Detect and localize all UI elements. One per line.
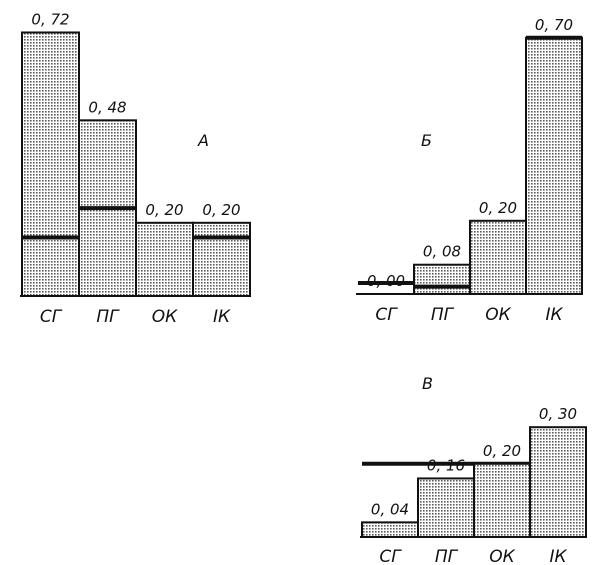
bar-ПГ [417, 477, 475, 539]
bar-IК [525, 36, 583, 296]
panel-1: А 0, 72 СГ 0, 48 ПГ 0, 20 ОК 0, 20 IК [20, 10, 251, 327]
data-label: 0, 20 [483, 442, 521, 460]
bar-IК [529, 426, 587, 539]
category-label: СГ [375, 305, 398, 325]
category-label: СГ [379, 547, 402, 565]
data-label: 0, 20 [145, 201, 183, 219]
bar-IК [192, 221, 251, 297]
category-label: ПГ [96, 307, 120, 327]
category-label: ОК [485, 305, 511, 325]
panel-title: А [197, 131, 209, 150]
panel-2: Б 0, 00 СГ 0, 08 ПГ 0, 20 ОК 0, 70 IК [356, 16, 583, 325]
chart-panels: А 0, 72 СГ 0, 48 ПГ 0, 20 ОК 0, 20 IК Б 0, 00 СГ 0, … [20, 10, 587, 565]
panel-3: В 0, 04 СГ 0, 16 ПГ 0, 20 ОК 0, 30 IК [360, 374, 587, 565]
data-label: 0, 00 [367, 272, 405, 290]
category-label: СГ [40, 307, 63, 327]
bar-ПГ [413, 263, 471, 296]
bar-СГ [21, 31, 80, 297]
bar-СГ [361, 521, 419, 538]
data-label: 0, 48 [88, 98, 126, 116]
data-label: 0, 20 [202, 201, 240, 219]
category-label: ОК [489, 547, 515, 565]
data-label: 0, 08 [423, 243, 461, 261]
category-label: IК [213, 307, 231, 327]
data-label: 0, 04 [371, 500, 409, 518]
data-label: 0, 70 [535, 16, 573, 34]
category-label: ОК [152, 307, 178, 327]
bar-ОК [469, 219, 527, 295]
panel-title: Б [421, 131, 432, 150]
data-label: 0, 20 [479, 199, 517, 217]
category-label: IК [549, 547, 567, 565]
category-label: IК [545, 305, 563, 325]
category-label: ПГ [435, 547, 459, 565]
category-label: ПГ [431, 305, 455, 325]
bar-ОК [135, 221, 194, 297]
data-label: 0, 72 [31, 10, 69, 28]
bar-ОК [473, 462, 531, 538]
data-label: 0, 30 [539, 405, 577, 423]
panel-title: В [422, 374, 433, 393]
data-label: 0, 16 [427, 456, 465, 474]
